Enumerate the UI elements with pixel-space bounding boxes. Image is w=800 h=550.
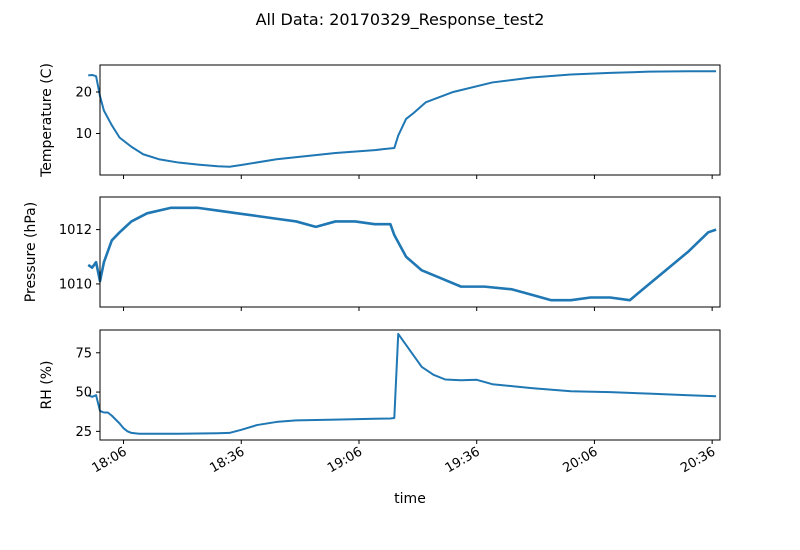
series-line-3-1: [87, 332, 717, 435]
x-tick-label: 19:36: [443, 444, 483, 476]
y-tick-label: 10: [75, 127, 92, 142]
x-tick-label: 18:36: [207, 444, 247, 476]
axes-frame-1: [99, 64, 721, 176]
x-tick-label: 20:06: [560, 444, 600, 476]
subplot-2: 1010 1012 Pressure (hPa): [23, 196, 721, 311]
y-axis-title: Pressure (hPa): [23, 202, 39, 302]
x-tick-label: 20:36: [678, 444, 718, 476]
y-axis-title: Temperature (C): [39, 63, 55, 178]
axes-frame-3: [99, 329, 721, 441]
x-tick-label: 18:06: [90, 444, 130, 476]
subplot-1: 10 20 Temperature (C): [39, 63, 721, 179]
x-tick-label: 19:06: [325, 444, 365, 476]
series-line-2-1: [87, 206, 717, 302]
y-tick-label: 20: [75, 85, 92, 100]
y-axis-title: RH (%): [39, 361, 55, 410]
figure-title: All Data: 20170329_Response_test2: [256, 10, 545, 30]
y-tick-label: 75: [75, 346, 92, 361]
subplot-3: 25 50 75 18:06 18:36 19:06 19:36 20:06 20:36 RH (…: [39, 329, 721, 507]
x-axis-title: time: [394, 491, 426, 507]
y-tick-label: 50: [75, 386, 92, 401]
series-line-1-1: [88, 70, 717, 168]
subplot-panels: 10 20 Temperature (C) 1010 1012 Pressure (hPa…: [23, 63, 721, 507]
y-tick-label: 1012: [59, 223, 92, 238]
y-tick-label: 1010: [59, 277, 92, 292]
axes-frame-2: [99, 196, 721, 308]
y-tick-label: 25: [75, 425, 92, 440]
